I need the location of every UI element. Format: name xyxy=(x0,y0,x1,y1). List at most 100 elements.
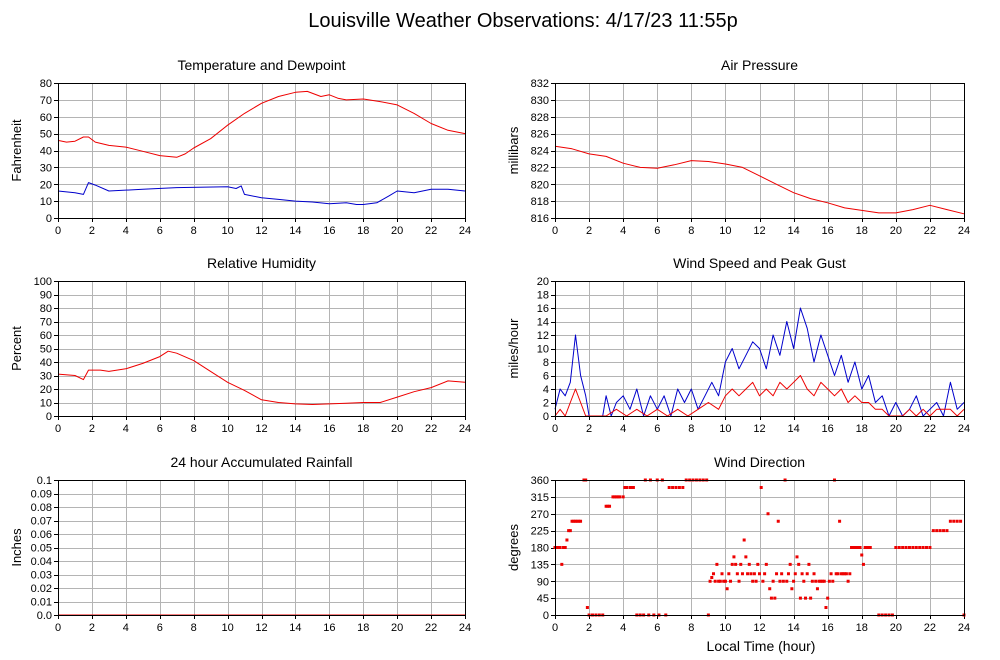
data-point xyxy=(734,562,738,566)
data-point xyxy=(618,495,622,499)
data-point xyxy=(766,512,770,516)
y-tick-label: 80 xyxy=(40,78,52,90)
x-tick-label: 2 xyxy=(586,225,592,237)
data-point xyxy=(948,519,952,523)
x-tick-label: 16 xyxy=(323,225,335,237)
y-tick-label: 360 xyxy=(531,475,549,487)
y-tick-label: 70 xyxy=(40,317,52,329)
data-point xyxy=(938,529,942,533)
y-tick-label: 0.09 xyxy=(31,489,52,501)
data-point xyxy=(834,572,838,576)
y-tick-label: 40 xyxy=(40,357,52,369)
data-point xyxy=(839,572,843,576)
data-point xyxy=(677,486,681,489)
data-point xyxy=(764,562,768,566)
x-tick-label: 2 xyxy=(89,423,95,435)
data-point xyxy=(861,562,865,566)
data-point xyxy=(921,546,925,549)
y-tick-label: 80 xyxy=(40,303,52,315)
y-tick-label: 40 xyxy=(40,146,52,158)
chart-title: Temperature and Dewpoint xyxy=(177,57,345,73)
data-point xyxy=(815,587,819,591)
y-axis-label: millibars xyxy=(506,126,521,174)
y-tick-label: 70 xyxy=(40,95,52,107)
data-point xyxy=(747,562,751,566)
x-tick-label: 22 xyxy=(924,622,936,634)
data-point xyxy=(786,572,790,576)
x-tick-label: 24 xyxy=(958,423,970,435)
y-tick-label: 0 xyxy=(543,610,549,622)
x-tick-label: 10 xyxy=(221,225,233,237)
y-tick-label: 816 xyxy=(531,213,549,225)
x-tick-label: 16 xyxy=(323,423,335,435)
data-point xyxy=(737,579,741,583)
data-point xyxy=(853,546,857,549)
data-point xyxy=(851,546,855,549)
data-point xyxy=(942,529,946,533)
y-tick-label: 270 xyxy=(531,509,549,521)
y-tick-label: 90 xyxy=(537,576,549,588)
data-point xyxy=(681,486,685,489)
x-tick-label: 16 xyxy=(822,225,834,237)
data-point xyxy=(788,562,792,566)
x-tick-label: 18 xyxy=(856,622,868,634)
y-tick-label: 4 xyxy=(543,384,549,396)
x-tick-label: 14 xyxy=(289,225,301,237)
data-point xyxy=(769,596,773,600)
data-point xyxy=(563,546,567,549)
plot-frame xyxy=(555,281,965,417)
x-tick-label: 18 xyxy=(357,225,369,237)
data-point xyxy=(843,572,847,576)
data-point xyxy=(955,519,959,523)
plot-frame xyxy=(555,480,965,616)
data-point xyxy=(730,562,734,566)
data-point xyxy=(621,495,625,499)
x-tick-label: 8 xyxy=(191,225,197,237)
data-point xyxy=(749,572,753,576)
x-tick-label: 4 xyxy=(620,225,626,237)
data-point xyxy=(575,519,579,523)
data-point xyxy=(831,579,835,583)
data-point xyxy=(838,519,842,523)
y-tick-label: 225 xyxy=(531,526,549,538)
y-tick-label: 90 xyxy=(40,290,52,302)
y-tick-label: 0.1 xyxy=(37,475,52,487)
x-tick-label: 8 xyxy=(688,423,694,435)
data-point xyxy=(585,606,589,609)
x-tick-label: 12 xyxy=(255,423,267,435)
series-line-0 xyxy=(554,145,965,215)
x-tick-label: 14 xyxy=(787,622,799,634)
data-point xyxy=(727,572,731,576)
data-point xyxy=(616,495,620,499)
y-tick-label: 10 xyxy=(40,398,52,410)
x-tick-label: 24 xyxy=(459,423,471,435)
y-axis-label: Inches xyxy=(9,528,24,567)
y-tick-label: 8 xyxy=(543,357,549,369)
data-point xyxy=(556,546,560,549)
x-tick-label: 6 xyxy=(157,423,163,435)
x-tick-label: 2 xyxy=(89,622,95,634)
data-point xyxy=(792,579,796,583)
data-point xyxy=(735,572,739,576)
data-point xyxy=(775,572,779,576)
data-point xyxy=(850,546,854,549)
data-point xyxy=(572,519,576,523)
chart-title: 24 hour Accumulated Rainfall xyxy=(170,454,352,470)
data-point xyxy=(710,576,714,579)
data-point xyxy=(742,538,746,542)
plot-frame xyxy=(58,83,466,219)
x-tick-label: 10 xyxy=(719,622,731,634)
x-tick-label: 8 xyxy=(688,622,694,634)
data-point xyxy=(628,486,632,489)
y-tick-label: 10 xyxy=(537,344,549,356)
x-tick-label: 14 xyxy=(787,225,799,237)
y-tick-label: 822 xyxy=(531,162,549,174)
plot-frame xyxy=(58,281,466,417)
x-tick-label: 22 xyxy=(425,423,437,435)
data-point xyxy=(604,504,608,508)
data-point xyxy=(868,546,872,549)
y-tick-label: 0.08 xyxy=(31,502,52,514)
